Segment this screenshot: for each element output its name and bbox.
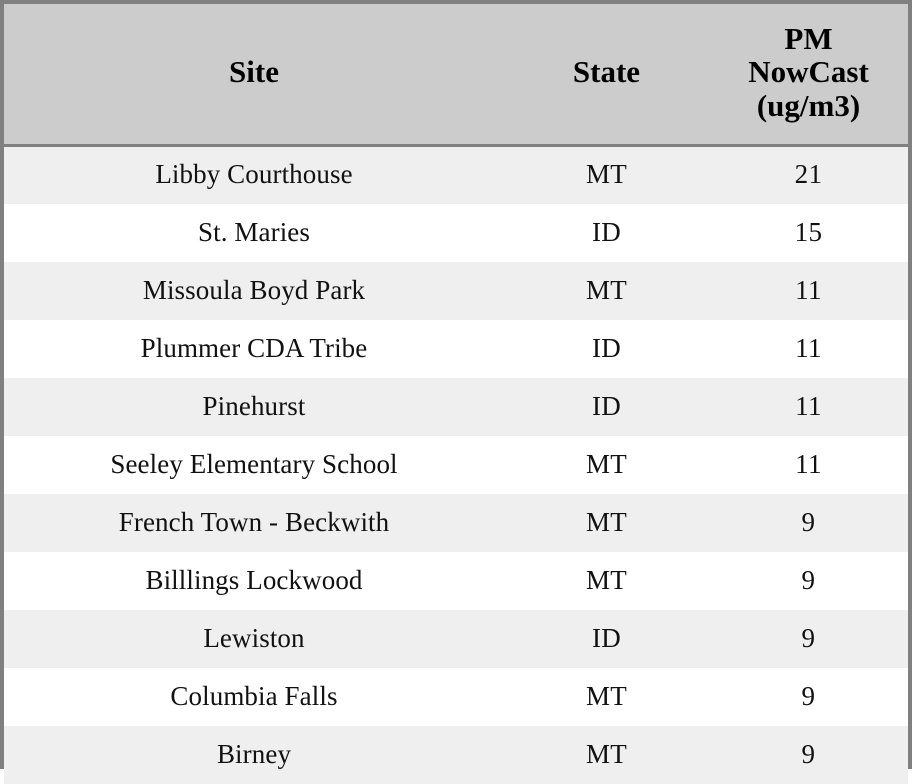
- cell-site: Lewiston: [203, 622, 305, 653]
- cell-site: Birney: [216, 738, 292, 769]
- column-header-pm-nowcast-line1: PM: [784, 20, 833, 56]
- cell-site: Plummer CDA Tribe: [140, 332, 368, 363]
- cell-state: MT: [586, 680, 627, 711]
- table-row: Billlings Lockwood MT 9: [4, 551, 908, 610]
- table-row: St. Maries ID 15: [4, 203, 908, 262]
- table-header: Site State PM NowCast (ug/m3): [4, 4, 908, 147]
- column-header-state-label: State: [572, 54, 641, 90]
- cell-pm-nowcast: 15: [794, 216, 823, 247]
- cell-pm-nowcast: 9: [801, 564, 816, 595]
- cell-site: Libby Courthouse: [155, 159, 353, 190]
- cell-state: MT: [586, 274, 627, 305]
- column-header-site-label: Site: [229, 54, 279, 90]
- cell-pm-nowcast: 9: [801, 506, 816, 537]
- column-header-pm-nowcast: PM NowCast (ug/m3): [709, 4, 908, 147]
- cell-pm-nowcast: 9: [801, 738, 816, 769]
- cell-site: French Town - Beckwith: [118, 506, 390, 537]
- table-header-row: Site State PM NowCast (ug/m3): [4, 4, 908, 147]
- table-row: Birney MT 9: [4, 725, 908, 784]
- pm-nowcast-table: Site State PM NowCast (ug/m3) Libby Cour…: [4, 4, 908, 784]
- cell-pm-nowcast: 11: [795, 332, 822, 363]
- cell-state: MT: [586, 564, 627, 595]
- table-row: Libby Courthouse MT 21: [4, 145, 908, 204]
- cell-site: Pinehurst: [202, 390, 306, 421]
- cell-state: ID: [592, 390, 621, 421]
- cell-state: ID: [592, 216, 621, 247]
- cell-pm-nowcast: 9: [801, 680, 816, 711]
- column-header-site: Site: [4, 4, 504, 147]
- cell-state: ID: [592, 622, 621, 653]
- table-body: Libby Courthouse MT 21 St. Maries ID 15 …: [4, 145, 908, 784]
- cell-pm-nowcast: 21: [794, 159, 823, 190]
- cell-site: Billlings Lockwood: [145, 564, 363, 595]
- cell-pm-nowcast: 11: [795, 448, 822, 479]
- table-row: Columbia Falls MT 9: [4, 667, 908, 726]
- cell-state: MT: [586, 159, 627, 190]
- cell-site: Seeley Elementary School: [110, 448, 398, 479]
- table-row: Pinehurst ID 11: [4, 377, 908, 436]
- table-row: Lewiston ID 9: [4, 609, 908, 668]
- table-row: Plummer CDA Tribe ID 11: [4, 319, 908, 378]
- cell-state: MT: [586, 448, 627, 479]
- cell-pm-nowcast: 11: [795, 390, 822, 421]
- column-header-pm-nowcast-line3: (ug/m3): [756, 87, 861, 123]
- table-row: French Town - Beckwith MT 9: [4, 493, 908, 552]
- cell-site: Missoula Boyd Park: [142, 274, 366, 305]
- cell-site: Columbia Falls: [170, 680, 338, 711]
- cell-pm-nowcast: 11: [795, 274, 822, 305]
- cell-state: ID: [592, 332, 621, 363]
- table-row: Missoula Boyd Park MT 11: [4, 261, 908, 320]
- cell-site: St. Maries: [198, 216, 310, 247]
- column-header-state: State: [504, 4, 709, 147]
- cell-state: MT: [586, 506, 627, 537]
- table-row: Seeley Elementary School MT 11: [4, 435, 908, 494]
- column-header-pm-nowcast-line2: NowCast: [748, 54, 869, 90]
- cell-state: MT: [586, 738, 627, 769]
- cell-pm-nowcast: 9: [801, 622, 816, 653]
